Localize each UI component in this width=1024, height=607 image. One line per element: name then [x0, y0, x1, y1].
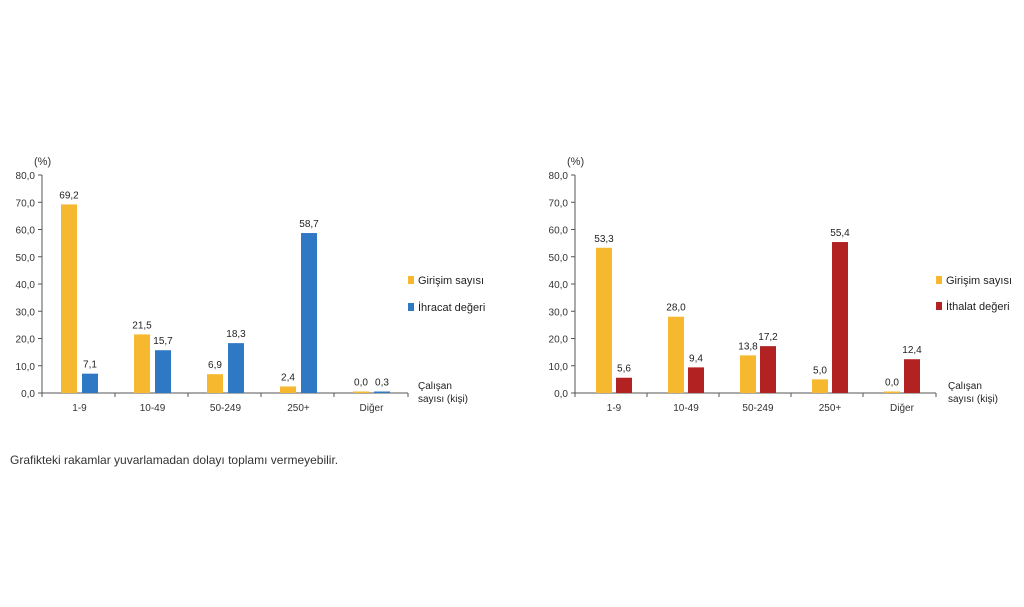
chart2-legend-swatch-2 — [936, 302, 942, 310]
chart2-bar-value-label: 55,4 — [830, 228, 850, 239]
chart2-bar-s2-3 — [760, 346, 776, 393]
chart1-y-tick-label: 60,0 — [16, 226, 36, 237]
chart2-y-tick-label: 30,0 — [549, 307, 569, 318]
chart2-bar-value-label: 17,2 — [758, 332, 778, 343]
chart1-bar-s1-4 — [280, 386, 296, 393]
footnote: Grafikteki rakamlar yuvarlamadan dolayı … — [10, 453, 339, 467]
chart1-legend-swatch-2 — [408, 303, 414, 311]
chart1-bar-s1-2 — [134, 334, 150, 393]
chart2-x-tick-label: 10-49 — [673, 403, 699, 414]
chart2-x-tick-label: 50-249 — [742, 403, 774, 414]
chart2-unit-label: (%) — [567, 156, 584, 168]
chart1-y-tick-label: 40,0 — [16, 280, 36, 291]
chart1-bar-value-label: 15,7 — [153, 336, 173, 347]
chart1-y-tick-label: 30,0 — [16, 307, 36, 318]
chart2-legend-label-2: İthalat değeri — [946, 300, 1010, 313]
chart2-bar-s2-4 — [832, 242, 848, 393]
chart2-x-tick-label: 1-9 — [607, 403, 622, 414]
chart1-x-tick-label: 10-49 — [140, 403, 166, 414]
chart1-bar-value-label: 7,1 — [83, 360, 97, 371]
chart2-bar-s1-2 — [668, 316, 684, 393]
chart2-x-axis-title-line1: Çalışan — [948, 381, 982, 392]
chart1-x-axis-title-line1: Çalışan — [418, 381, 452, 392]
chart1-bar-s2-2 — [155, 350, 171, 393]
chart1-y-tick-label: 10,0 — [16, 362, 36, 373]
chart2-x-tick-label: 250+ — [819, 403, 842, 414]
chart2-bar-s1-5 — [884, 391, 900, 393]
chart1-bar-value-label: 0,0 — [354, 378, 368, 389]
chart1-bar-value-label: 58,7 — [299, 219, 319, 230]
chart1-bar-s1-3 — [207, 374, 223, 393]
chart2-bar-value-label: 53,3 — [594, 234, 614, 245]
chart1-bar-s1-1 — [61, 204, 77, 393]
chart2-x-axis-title-line2: sayısı (kişi) — [948, 394, 998, 405]
chart2-bar-value-label: 28,0 — [666, 303, 686, 314]
chart2-y-tick-label: 70,0 — [549, 198, 569, 209]
chart2-bar-s2-5 — [904, 359, 920, 393]
chart1-bar-s2-1 — [82, 373, 98, 393]
chart1-legend-label-1: Girişim sayısı — [418, 275, 484, 287]
chart1-bar-value-label: 2,4 — [281, 372, 295, 383]
chart2-bar-value-label: 13,8 — [738, 341, 758, 352]
chart2-y-tick-label: 50,0 — [549, 253, 569, 264]
chart1-bar-s1-5 — [353, 391, 369, 393]
chart1-x-tick-label: 250+ — [287, 403, 310, 414]
chart1-bar-value-label: 21,5 — [132, 320, 152, 331]
chart2-y-tick-label: 80,0 — [549, 171, 569, 182]
chart1-bar-value-label: 69,2 — [59, 190, 79, 201]
chart2-y-tick-label: 0,0 — [554, 389, 568, 400]
chart2-bar-s2-1 — [616, 377, 632, 393]
chart1-y-tick-label: 50,0 — [16, 253, 36, 264]
chart1-legend-swatch-1 — [408, 276, 414, 284]
chart2-bar-value-label: 9,4 — [689, 353, 703, 364]
chart2-bar-s2-2 — [688, 367, 704, 393]
chart1-bar-value-label: 6,9 — [208, 360, 222, 371]
chart1-bar-value-label: 18,3 — [226, 329, 246, 340]
chart1-bar-s2-5 — [374, 391, 390, 393]
chart2-y-tick-label: 20,0 — [549, 335, 569, 346]
chart1-y-tick-label: 80,0 — [16, 171, 36, 182]
chart1-x-axis-title-line2: sayısı (kişi) — [418, 394, 468, 405]
chart1-unit-label: (%) — [34, 156, 51, 168]
chart2-legend-swatch-1 — [936, 276, 942, 284]
chart2-bar-s1-4 — [812, 379, 828, 393]
chart2-y-tick-label: 10,0 — [549, 362, 569, 373]
chart1-legend-label-2: İhracat değeri — [418, 301, 485, 314]
chart1-bar-s2-3 — [228, 343, 244, 393]
chart2-y-tick-label: 60,0 — [549, 226, 569, 237]
chart2-bar-value-label: 12,4 — [902, 345, 922, 356]
chart2-bar-value-label: 5,0 — [813, 365, 827, 376]
chart2-x-tick-label: Diğer — [890, 403, 915, 414]
chart2-bar-s1-3 — [740, 355, 756, 393]
chart1-y-tick-label: 70,0 — [16, 198, 36, 209]
chart1-x-tick-label: 50-249 — [210, 403, 242, 414]
chart1-bar-value-label: 0,3 — [375, 378, 389, 389]
chart2-legend-label-1: Girişim sayısı — [946, 275, 1012, 287]
chart1-x-tick-label: Diğer — [360, 403, 385, 414]
chart2-bar-s1-1 — [596, 247, 612, 393]
chart2-bar-value-label: 0,0 — [885, 378, 899, 389]
chart2-bar-value-label: 5,6 — [617, 364, 631, 375]
chart1-y-tick-label: 0,0 — [21, 389, 35, 400]
chart1-bar-s2-4 — [301, 233, 317, 393]
chart2-y-tick-label: 40,0 — [549, 280, 569, 291]
chart1-y-tick-label: 20,0 — [16, 335, 36, 346]
chart1-x-tick-label: 1-9 — [72, 403, 87, 414]
